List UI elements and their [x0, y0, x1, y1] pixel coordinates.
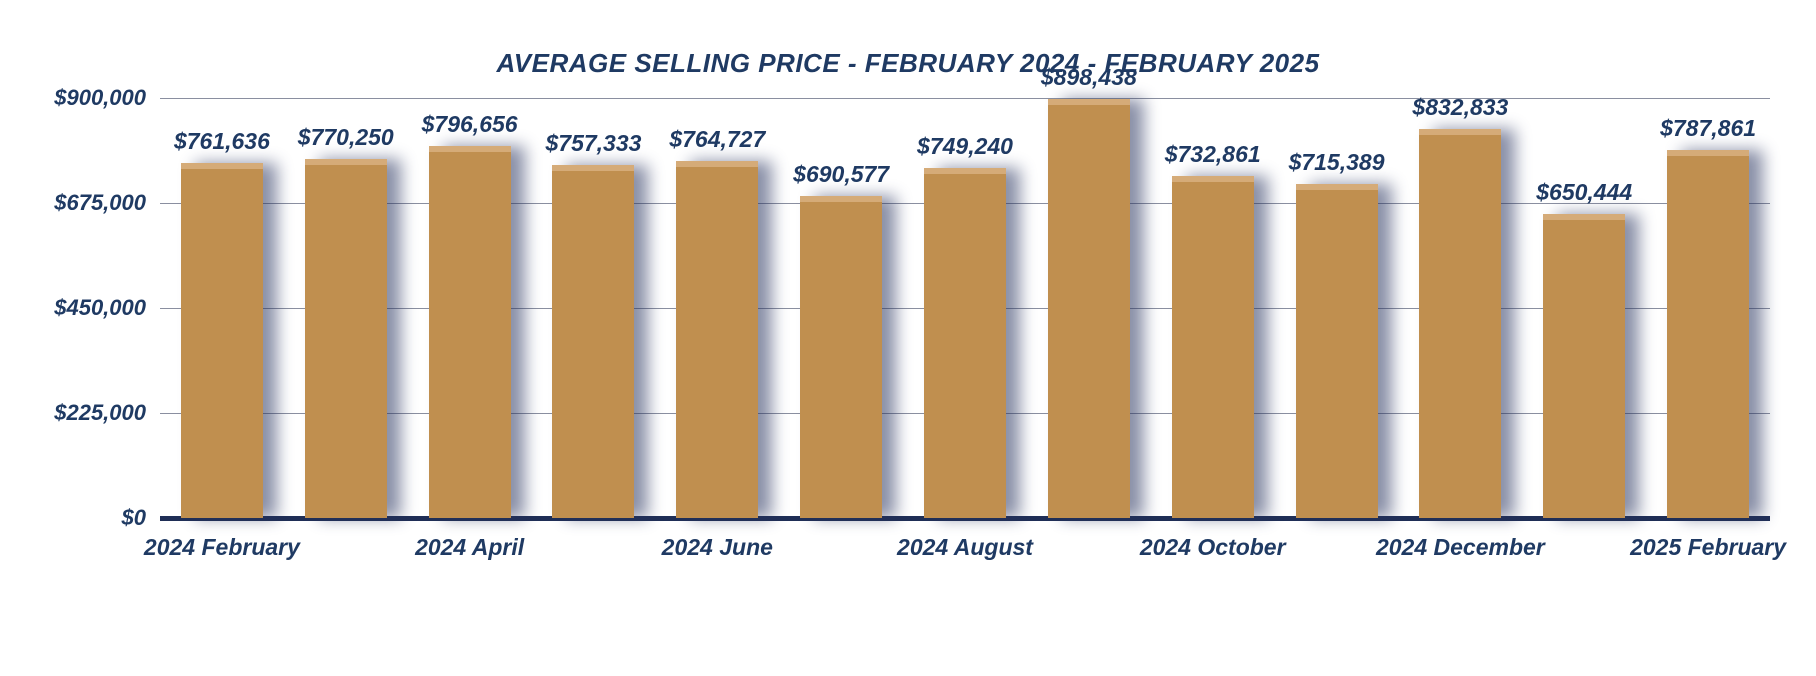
bar-top-highlight — [676, 161, 758, 167]
bar-top-highlight — [181, 163, 263, 169]
bar-top-highlight — [552, 165, 634, 171]
x-tick-label: 2024 October — [1140, 534, 1286, 561]
bar-top-highlight — [1296, 184, 1378, 190]
bar-value-label: $796,656 — [422, 111, 518, 138]
bar-value-label: $764,727 — [669, 126, 765, 153]
x-tick-label: 2024 April — [415, 534, 524, 561]
bar-value-label: $898,438 — [1041, 64, 1137, 91]
x-tick-label: 2024 December — [1376, 534, 1545, 561]
bar-top-highlight — [1419, 129, 1501, 135]
bar — [1419, 129, 1501, 518]
bar-value-label: $761,636 — [174, 128, 270, 155]
y-tick-label: $675,000 — [54, 190, 146, 216]
x-tick-label: 2024 February — [144, 534, 300, 561]
bar — [1543, 214, 1625, 518]
x-tick-label: 2025 February — [1630, 534, 1786, 561]
bar-value-label: $690,577 — [793, 161, 889, 188]
bar — [1172, 176, 1254, 518]
bar-value-label: $787,861 — [1660, 115, 1756, 142]
chart-title: AVERAGE SELLING PRICE - FEBRUARY 2024 - … — [0, 48, 1816, 79]
bar — [1667, 150, 1749, 518]
bar-top-highlight — [1048, 99, 1130, 105]
y-tick-label: $0 — [122, 505, 146, 531]
bar-value-label: $832,833 — [1412, 94, 1508, 121]
bar — [181, 163, 263, 518]
bar-value-label: $650,444 — [1536, 179, 1632, 206]
bar-top-highlight — [305, 159, 387, 165]
bar — [429, 146, 511, 518]
bar-value-label: $749,240 — [917, 133, 1013, 160]
y-tick-label: $900,000 — [54, 85, 146, 111]
gridline — [160, 98, 1770, 99]
bar-top-highlight — [1172, 176, 1254, 182]
bar-top-highlight — [1667, 150, 1749, 156]
bar — [1048, 99, 1130, 518]
price-bar-chart: AVERAGE SELLING PRICE - FEBRUARY 2024 - … — [0, 0, 1816, 676]
bar-top-highlight — [1543, 214, 1625, 220]
bar — [676, 161, 758, 518]
x-tick-label: 2024 June — [662, 534, 773, 561]
x-tick-label: 2024 August — [897, 534, 1033, 561]
bar — [924, 168, 1006, 518]
y-tick-label: $225,000 — [54, 400, 146, 426]
bar-top-highlight — [924, 168, 1006, 174]
bar-value-label: $715,389 — [1289, 149, 1385, 176]
bar — [800, 196, 882, 518]
bar — [552, 165, 634, 518]
bar-top-highlight — [429, 146, 511, 152]
bar-value-label: $732,861 — [1165, 141, 1261, 168]
bar — [1296, 184, 1378, 518]
bar-value-label: $770,250 — [298, 124, 394, 151]
plot-area: $0$225,000$450,000$675,000$900,000$761,6… — [160, 98, 1770, 518]
bar — [305, 159, 387, 518]
y-tick-label: $450,000 — [54, 295, 146, 321]
bar-value-label: $757,333 — [545, 130, 641, 157]
bar-top-highlight — [800, 196, 882, 202]
